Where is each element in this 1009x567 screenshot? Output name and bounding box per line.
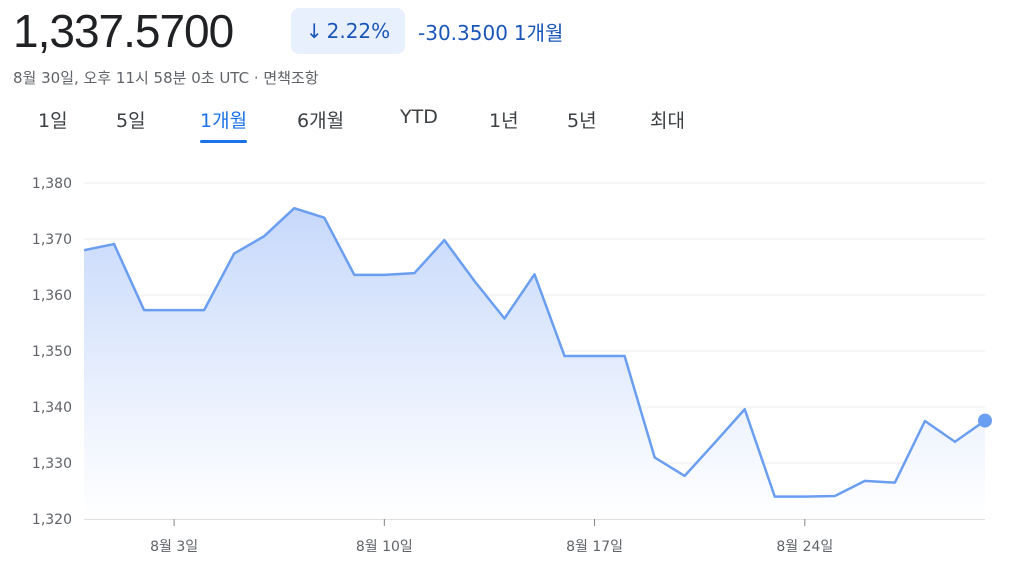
change-percent-badge: ↓ 2.22% bbox=[291, 8, 405, 54]
x-axis: 8월 3일 8월 10일 8월 17일 8월 24일 bbox=[150, 519, 833, 555]
data-points bbox=[83, 208, 992, 497]
y-axis: 1,320 1,330 1,340 1,350 1,360 1,370 1,380 bbox=[32, 176, 72, 528]
current-value-marker[interactable] bbox=[978, 413, 992, 428]
x-tick-label: 8월 17일 bbox=[566, 539, 623, 555]
tab-5[interactable]: YTD bbox=[400, 106, 438, 128]
y-tick-label: 1,370 bbox=[32, 232, 72, 248]
tab-8[interactable]: 최대 bbox=[650, 110, 685, 132]
x-tick-label: 8월 24일 bbox=[776, 539, 833, 555]
y-tick-label: 1,330 bbox=[32, 456, 72, 472]
arrow-down-icon: ↓ bbox=[305, 19, 323, 43]
timestamp-disclaimer: 8월 30일, 오후 11시 58분 0초 UTC · 면책조항 bbox=[13, 69, 319, 87]
change-percent: 2.22% bbox=[326, 19, 391, 43]
range-tabs: 1일 5일 1개월 6개월 YTD 1년 5년 최대 bbox=[0, 106, 760, 143]
area-fill bbox=[84, 208, 985, 519]
x-tick-label: 8월 3일 bbox=[150, 539, 198, 555]
change-period: 1개월 bbox=[513, 21, 564, 45]
tab-7[interactable]: 5년 bbox=[567, 110, 597, 132]
change-summary: -30.3500 1개월 bbox=[418, 17, 569, 46]
tab-4[interactable]: 6개월 bbox=[297, 110, 345, 132]
tab-3[interactable]: 1개월 bbox=[200, 106, 248, 143]
y-tick-label: 1,340 bbox=[32, 400, 72, 416]
current-price: 1,337.5700 bbox=[13, 5, 234, 57]
tab-2[interactable]: 5일 bbox=[116, 110, 146, 132]
change-value: -30.3500 bbox=[418, 21, 508, 45]
y-tick-label: 1,360 bbox=[32, 288, 72, 304]
y-tick-label: 1,320 bbox=[32, 512, 72, 528]
y-tick-label: 1,380 bbox=[32, 176, 72, 192]
tab-6[interactable]: 1년 bbox=[489, 110, 519, 132]
y-tick-label: 1,350 bbox=[32, 344, 72, 360]
tab-1[interactable]: 1일 bbox=[38, 110, 68, 132]
x-tick-label: 8월 10일 bbox=[356, 539, 413, 555]
